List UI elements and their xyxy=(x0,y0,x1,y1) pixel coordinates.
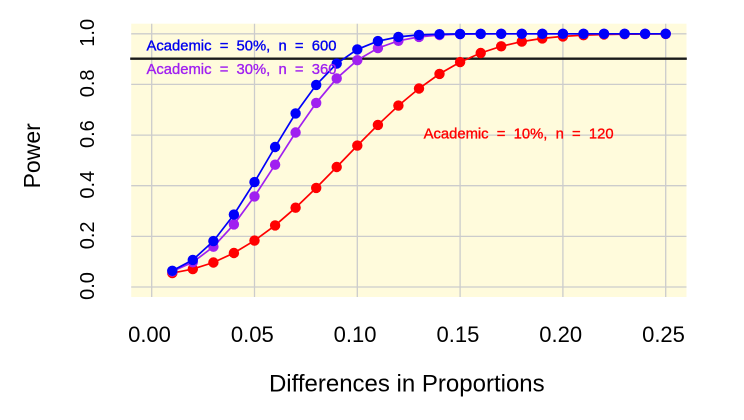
svg-text:0.20: 0.20 xyxy=(539,322,582,347)
svg-text:0.25: 0.25 xyxy=(642,322,685,347)
svg-text:Academic = 30%, n = 360: Academic = 30%, n = 360 xyxy=(147,62,337,78)
svg-text:0.8: 0.8 xyxy=(77,69,99,97)
svg-text:0.0: 0.0 xyxy=(77,272,99,300)
svg-text:0.00: 0.00 xyxy=(128,322,171,347)
svg-text:0.10: 0.10 xyxy=(334,322,377,347)
svg-text:0.6: 0.6 xyxy=(77,120,99,148)
svg-text:0.4: 0.4 xyxy=(77,171,99,199)
svg-text:1.0: 1.0 xyxy=(77,19,99,47)
svg-text:Academic = 50%, n = 600: Academic = 50%, n = 600 xyxy=(147,39,337,55)
svg-text:Power: Power xyxy=(19,123,45,189)
svg-text:0.05: 0.05 xyxy=(231,322,274,347)
svg-text:Academic = 10%, n = 120: Academic = 10%, n = 120 xyxy=(424,127,614,143)
svg-text:Differences in Proportions: Differences in Proportions xyxy=(269,371,545,398)
svg-text:0.2: 0.2 xyxy=(77,221,99,249)
svg-text:0.15: 0.15 xyxy=(436,322,479,347)
